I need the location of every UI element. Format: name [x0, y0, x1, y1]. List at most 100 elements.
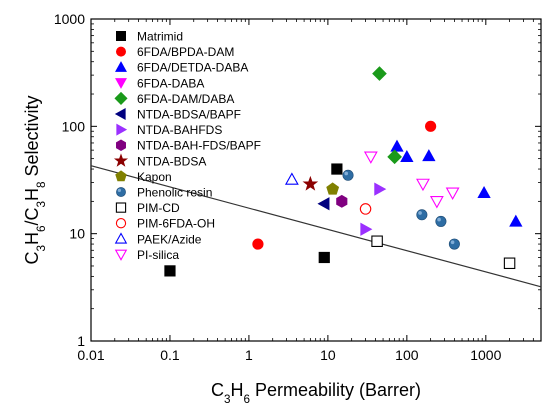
data-point-ntda-bahfds — [360, 222, 373, 236]
legend-label: PIM-6FDA-OH — [137, 217, 215, 231]
data-point-matrimid — [331, 163, 343, 175]
sphere-body — [435, 215, 447, 227]
legend-marker-pi-silica — [114, 249, 128, 261]
data-point-6fda-dam-daba — [372, 66, 387, 81]
data-point-pi-silica — [363, 151, 378, 164]
legend-marker-kapon — [115, 170, 127, 182]
data-point-kapon — [326, 182, 340, 195]
series-paek-azide — [284, 172, 299, 185]
legend-label: PI-silica — [137, 248, 179, 262]
series-pi-silica — [363, 151, 460, 209]
legend-label: 6FDA/DETDA-DABA — [137, 61, 248, 75]
legend-label: PAEK/Azide — [137, 232, 202, 246]
x-tick-label: 10 — [320, 347, 336, 363]
data-point-6fda-detda-daba — [477, 186, 491, 199]
legend-marker-paek-azide — [114, 232, 128, 244]
data-point-ntda-bahfds — [374, 182, 387, 196]
legend-marker-matrimid — [116, 30, 127, 41]
sphere-body — [116, 187, 126, 197]
legend-marker-ntda-bdsa-bapf — [114, 108, 126, 120]
x-tick-label: 1 — [245, 347, 253, 363]
series-ntda-bah-fds-bapf — [336, 194, 348, 208]
x-axis-label: C3H6 Permeability (Barrer) — [211, 380, 421, 406]
sphere-highlight — [344, 171, 349, 176]
legend-marker-pim-cd — [115, 202, 127, 213]
sphere-highlight — [117, 188, 121, 192]
series-6fda-dam-daba — [372, 66, 402, 165]
upper-bound-line-layer — [90, 165, 542, 288]
y-tick-label: 1 — [77, 333, 85, 349]
data-point-6fda-detda-daba — [509, 214, 523, 227]
data-point-matrimid — [164, 265, 176, 277]
series-6fda-detda-daba — [390, 139, 523, 227]
data-point-paek-azide — [284, 172, 299, 185]
legend-marker-pim-6fda-oh — [115, 218, 127, 229]
legend-marker-6fda-daba — [115, 78, 127, 89]
series-ntda-bdsa — [302, 175, 319, 191]
data-point-matrimid — [318, 251, 330, 264]
sphere-body — [416, 209, 428, 221]
data-point-pim-cd — [503, 257, 516, 270]
legend-label: PIM-CD — [137, 201, 180, 215]
data-point-ntda-bah-fds-bapf — [336, 194, 348, 208]
legend-label: Phenolic resin — [137, 186, 212, 200]
data-point-pim-6fda-oh — [359, 203, 372, 215]
data-point-pim-cd — [371, 235, 383, 247]
legend: Matrimid6FDA/BPDA-DAM6FDA/DETDA-DABA6FDA… — [113, 30, 261, 262]
x-tick-label: 0.1 — [160, 347, 180, 363]
data-point-pi-silica — [445, 187, 460, 200]
legend-marker-ntda-bdsa — [113, 153, 129, 167]
data-point-ntda-bdsa-bapf — [317, 197, 330, 211]
data-point-6fda-detda-daba — [422, 149, 436, 162]
series-pim-6fda-oh — [359, 203, 372, 215]
legend-marker-ntda-bah-fds-bapf — [116, 139, 126, 151]
sphere-highlight — [437, 217, 441, 222]
series-pim-cd — [371, 235, 516, 270]
legend-label: NTDA-BAH-FDS/BAPF — [137, 139, 261, 153]
series-kapon — [326, 182, 340, 195]
legend-label: NTDA-BAHFDS — [137, 123, 222, 137]
legend-marker-phenolic-resin — [116, 187, 126, 197]
sphere-body — [342, 169, 354, 181]
data-point-pi-silica — [416, 178, 430, 192]
legend-label: Kapon — [137, 170, 172, 184]
legend-marker-6fda-dam-daba — [114, 91, 128, 105]
legend-label: NTDA-BDSA/BAPF — [137, 108, 241, 122]
x-tick-label: 0.01 — [77, 347, 104, 363]
legend-label: 6FDA-DABA — [137, 76, 204, 90]
data-point-6fda-dam-daba — [387, 149, 402, 165]
y-tick-label: 1000 — [54, 11, 85, 27]
x-tick-label: 100 — [395, 347, 419, 363]
legend-label: 6FDA-DAM/DABA — [137, 92, 234, 106]
legend-label: 6FDA/BPDA-DAM — [137, 45, 234, 59]
legend-label: NTDA-BDSA — [137, 154, 206, 168]
data-point-phenolic-resin — [448, 238, 460, 250]
legend-label: Matrimid — [137, 30, 183, 44]
data-point-pi-silica — [429, 196, 444, 209]
series-ntda-bahfds — [360, 182, 387, 236]
series-ntda-bdsa-bapf — [317, 197, 330, 211]
series-matrimid — [164, 163, 343, 277]
y-axis-label: C3H6/C3H8 Selectivity — [22, 95, 48, 264]
x-tick-label: 1000 — [470, 347, 501, 363]
y-tick-label: 10 — [69, 226, 85, 242]
data-point-phenolic-resin — [342, 169, 354, 181]
sphere-highlight — [450, 240, 455, 245]
legend-marker-ntda-bahfds — [116, 123, 128, 136]
legend-marker-6fda-bpda-dam — [116, 46, 127, 57]
legend-marker-6fda-detda-daba — [115, 61, 127, 72]
data-point-6fda-detda-daba — [390, 139, 404, 152]
series-6fda-bpda-dam — [252, 120, 437, 250]
data-point-6fda-bpda-dam — [425, 120, 437, 132]
data-points-layer — [164, 66, 523, 277]
data-point-phenolic-resin — [416, 209, 428, 221]
data-point-6fda-bpda-dam — [252, 238, 264, 250]
y-tick-label: 100 — [62, 118, 86, 134]
axis-ticks-layer: 0.01 0.1 1 10 100 1000 1 10 100 1000 — [54, 11, 541, 363]
series-phenolic-resin — [342, 169, 460, 250]
sphere-highlight — [418, 211, 422, 215]
data-point-phenolic-resin — [435, 215, 447, 227]
upper-bound-line — [90, 165, 542, 288]
data-point-6fda-detda-daba — [400, 150, 414, 162]
